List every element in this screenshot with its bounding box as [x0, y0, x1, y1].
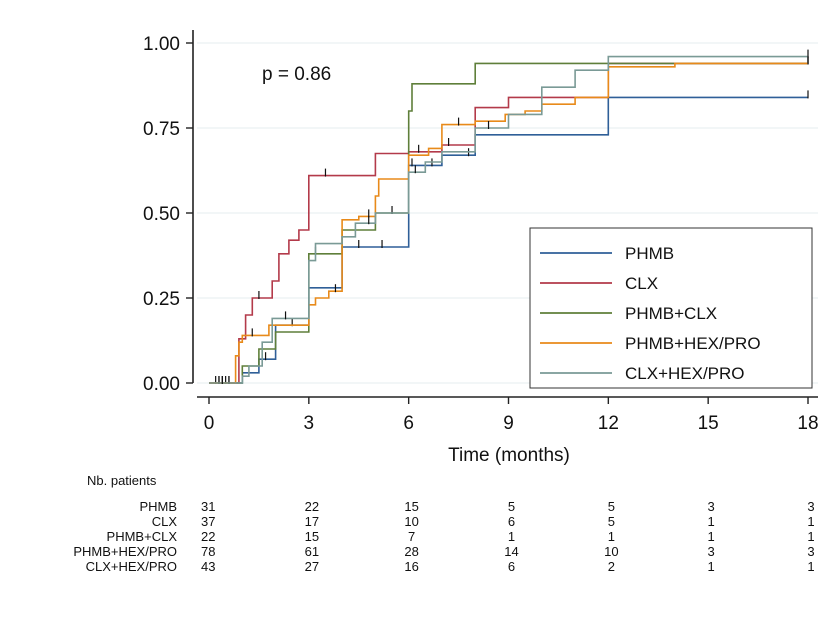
- y-tick-label: 0.00: [143, 374, 180, 395]
- legend-label: CLX+HEX/PRO: [625, 364, 745, 383]
- x-tick-label: 6: [403, 413, 414, 434]
- x-tick-label: 9: [503, 413, 514, 434]
- risk-cell: 3: [708, 544, 715, 559]
- risk-cell: 10: [604, 544, 618, 559]
- y-tick-label: 0.75: [143, 119, 180, 140]
- risk-cell: 43: [201, 559, 215, 574]
- x-tick-label: 18: [797, 413, 818, 434]
- risk-row-name: CLX+HEX/PRO: [86, 559, 177, 574]
- risk-cell: 10: [404, 514, 418, 529]
- risk-cell: 1: [608, 529, 615, 544]
- risk-cell: 61: [305, 544, 319, 559]
- risk-cell: 14: [504, 544, 518, 559]
- risk-cell: 16: [404, 559, 418, 574]
- risk-cell: 5: [608, 499, 615, 514]
- curves: [209, 49, 809, 384]
- risk-cell: 37: [201, 514, 215, 529]
- y-ticks: 0.00 0.25 0.50 0.75 1.00: [143, 34, 193, 395]
- risk-row-name: PHMB+HEX/PRO: [73, 544, 177, 559]
- risk-cell: 5: [608, 514, 615, 529]
- legend-label: PHMB+HEX/PRO: [625, 334, 761, 353]
- y-tick-label: 1.00: [143, 34, 180, 55]
- risk-cell: 78: [201, 544, 215, 559]
- risk-cell: 5: [508, 499, 515, 514]
- risk-cell: 15: [404, 499, 418, 514]
- risk-cell: 22: [305, 499, 319, 514]
- risk-row-name: PHMB+CLX: [107, 529, 178, 544]
- risk-row-name: PHMB: [139, 499, 177, 514]
- p-value-annotation: p = 0.86: [262, 64, 331, 85]
- legend-entries: PHMB CLX PHMB+CLX PHMB+HEX/PRO CLX+HEX/PRO: [540, 244, 761, 383]
- risk-cell: 1: [708, 559, 715, 574]
- risk-cell: 15: [305, 529, 319, 544]
- curve-clx-hex-pro: [209, 55, 808, 384]
- risk-cell: 1: [708, 529, 715, 544]
- legend: PHMB CLX PHMB+CLX PHMB+HEX/PRO CLX+HEX/PRO: [529, 227, 813, 389]
- risk-cell: 22: [201, 529, 215, 544]
- legend-box: [529, 227, 813, 389]
- risk-cell: 3: [708, 499, 715, 514]
- risk-cell: 1: [807, 529, 814, 544]
- risk-cell: 27: [305, 559, 319, 574]
- curve-clx: [209, 62, 808, 384]
- risk-cell: 6: [508, 514, 515, 529]
- axes: [192, 30, 818, 398]
- x-tick-label: 15: [698, 413, 719, 434]
- risk-cell: 1: [807, 559, 814, 574]
- risk-cell: 6: [508, 559, 515, 574]
- y-tick-label: 0.50: [143, 204, 180, 225]
- risk-cell: 1: [708, 514, 715, 529]
- x-tick-label: 0: [204, 413, 215, 434]
- legend-label: CLX: [625, 274, 658, 293]
- risk-cell: 1: [807, 514, 814, 529]
- y-tick-label: 0.25: [143, 289, 180, 310]
- x-axis-title: Time (months): [448, 445, 570, 466]
- x-ticks: 0 3 6 9 12 15 18: [204, 397, 819, 434]
- risk-table-title: Nb. patients: [87, 473, 157, 488]
- risk-cell: 3: [807, 544, 814, 559]
- risk-cell: 3: [807, 499, 814, 514]
- risk-cell: 28: [404, 544, 418, 559]
- risk-cell: 2: [608, 559, 615, 574]
- legend-label: PHMB+CLX: [625, 304, 717, 323]
- risk-cell: 31: [201, 499, 215, 514]
- x-tick-label: 12: [598, 413, 619, 434]
- risk-cell: 1: [508, 529, 515, 544]
- legend-label: PHMB: [625, 244, 674, 263]
- risk-cell: 17: [305, 514, 319, 529]
- risk-row-name: CLX: [152, 514, 178, 529]
- risk-cell: 7: [408, 529, 415, 544]
- x-tick-label: 3: [304, 413, 315, 434]
